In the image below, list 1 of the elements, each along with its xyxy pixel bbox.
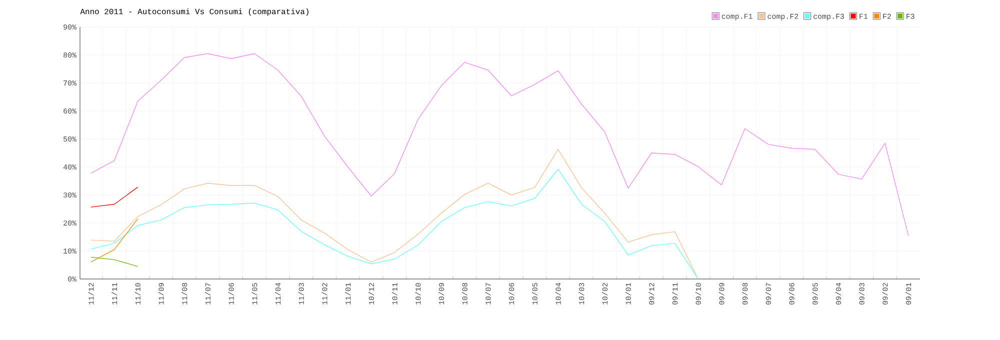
line-series <box>90 53 909 236</box>
